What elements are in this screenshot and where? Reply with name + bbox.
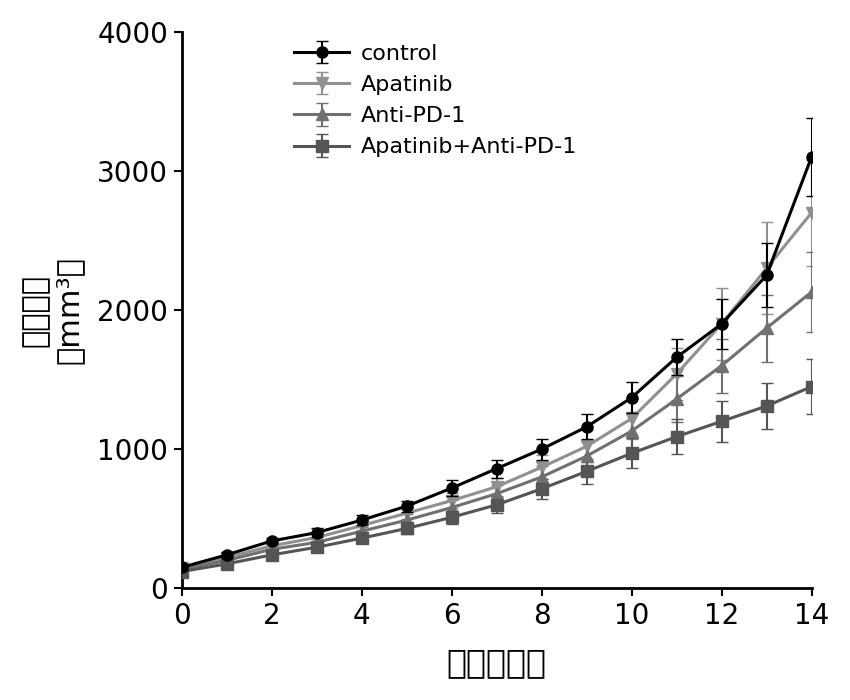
Legend: control, Apatinib, Anti-PD-1, Apatinib+Anti-PD-1: control, Apatinib, Anti-PD-1, Apatinib+A… <box>287 37 583 164</box>
X-axis label: 时间（天）: 时间（天） <box>446 646 547 679</box>
Y-axis label: 肿瘤体积
（mm³）: 肿瘤体积 （mm³） <box>21 256 83 364</box>
